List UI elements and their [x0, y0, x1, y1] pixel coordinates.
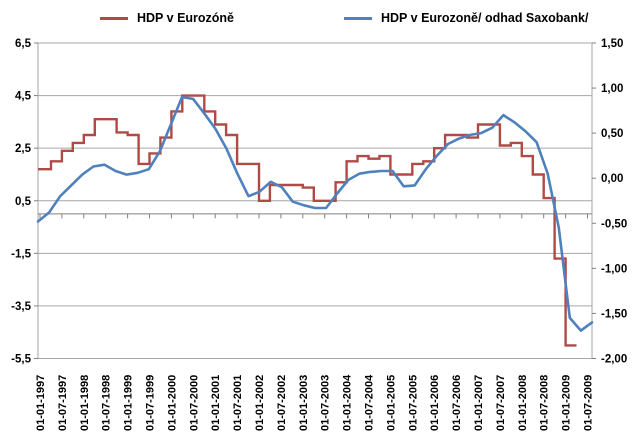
- left-axis-label: 0,5: [15, 196, 32, 208]
- x-axis-label: 01-01-1998: [79, 375, 91, 431]
- legend-label-hdp-eurozone: HDP v Eurozóně: [137, 11, 235, 25]
- x-axis-label: 01-07-2007: [495, 375, 507, 431]
- left-axis-label: 6,5: [15, 38, 32, 50]
- right-axis-label: 1,50: [601, 38, 623, 50]
- x-axis-label: 01-07-1999: [145, 375, 157, 431]
- right-axis-label: -1,50: [601, 308, 627, 320]
- x-axis-label: 01-01-1999: [123, 375, 135, 431]
- legend-label-saxobank-estimate: HDP v Eurozoně/ odhad Saxobank/: [381, 11, 589, 25]
- legend: HDP v Eurozóně HDP v Eurozoně/ odhad Sax…: [0, 6, 640, 30]
- left-axis-label: -5,5: [11, 354, 31, 366]
- x-axis-label: 01-07-2002: [276, 375, 288, 431]
- legend-item-hdp-eurozone: HDP v Eurozóně: [100, 6, 234, 30]
- x-axis-label: 01-01-2002: [254, 375, 266, 431]
- left-axis-label: 4,5: [15, 91, 32, 103]
- x-axis-label: 01-07-2009: [583, 375, 595, 431]
- x-axis-label: 01-01-2001: [210, 375, 222, 431]
- left-axis-label: 2,5: [15, 143, 32, 155]
- left-axis-label: -3,5: [11, 301, 31, 313]
- blue-line-swatch: [344, 16, 372, 20]
- right-axis-label: 0,00: [601, 173, 623, 185]
- legend-item-saxobank-estimate: HDP v Eurozoně/ odhad Saxobank/: [344, 6, 588, 30]
- right-axis-label: -2,00: [601, 354, 627, 366]
- x-axis-label: 01-01-2003: [298, 375, 310, 431]
- x-axis-label: 01-01-2007: [473, 375, 485, 431]
- red-line-swatch: [100, 16, 128, 20]
- x-axis-label: 01-07-1998: [101, 375, 113, 431]
- x-axis-label: 01-01-2004: [342, 374, 354, 431]
- right-axis-label: -0,50: [601, 218, 627, 230]
- x-axis-label: 01-07-2001: [232, 375, 244, 431]
- right-axis-label: -1,00: [601, 263, 627, 275]
- x-axis-label: 01-01-2009: [561, 375, 573, 431]
- x-axis-label: 01-07-2005: [407, 375, 419, 431]
- x-axis-label: 01-01-2008: [517, 375, 529, 431]
- x-axis-label: 01-07-2008: [539, 375, 551, 431]
- x-axis-label: 01-01-2000: [166, 375, 178, 431]
- x-axis-label: 01-07-1997: [57, 375, 69, 431]
- x-axis-label: 01-01-1997: [35, 375, 47, 431]
- right-axis-label: 1,00: [601, 83, 623, 95]
- left-axis-label: -1,5: [11, 248, 31, 260]
- right-axis-label: 0,50: [601, 128, 623, 140]
- x-axis-label: 01-07-2003: [320, 375, 332, 431]
- x-axis-label: 01-07-2000: [188, 375, 200, 431]
- series-hdp-eurozone-line: [38, 94, 577, 347]
- x-axis-label: 01-01-2005: [385, 375, 397, 431]
- x-axis-label: 01-01-2006: [429, 375, 441, 431]
- x-axis-label: 01-07-2004: [364, 374, 376, 431]
- x-axis-label: 01-07-2006: [451, 375, 463, 431]
- series-saxobank-estimate-line: [36, 95, 594, 332]
